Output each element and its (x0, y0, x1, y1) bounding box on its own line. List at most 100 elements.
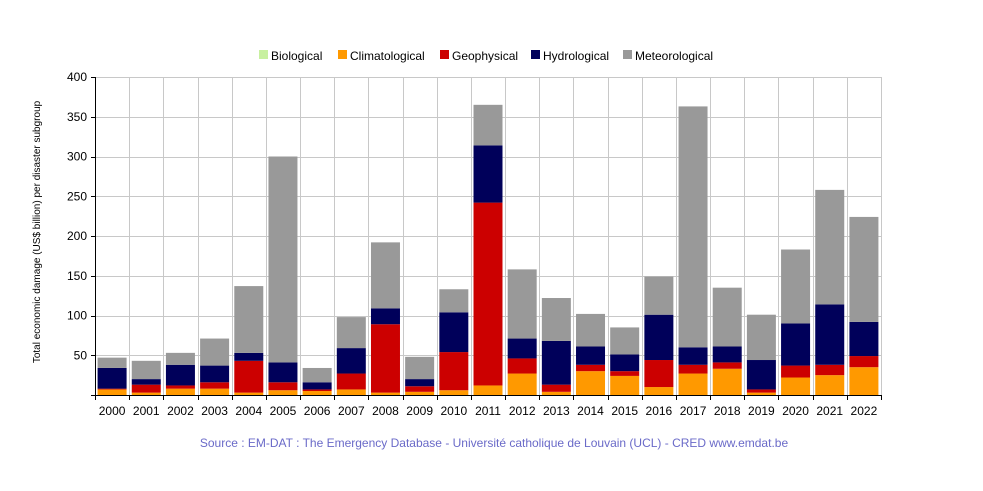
bar-geophysical-2007 (336, 373, 366, 390)
bar-hydrological-2016 (644, 314, 674, 361)
legend-swatch-geophysical (440, 50, 449, 59)
bar-meteorological-2017 (678, 106, 708, 348)
bar-meteorological-2018 (712, 287, 742, 347)
x-tick-label: 2011 (475, 404, 501, 418)
bar-meteorological-2014 (576, 313, 606, 347)
legend-label-meteorological: Meteorological (635, 49, 713, 63)
bar-geophysical-2014 (576, 364, 606, 372)
y-axis-label: Total economic damage (US$ billion) per … (32, 100, 43, 363)
bar-geophysical-2022 (849, 356, 879, 368)
bar-meteorological-2003 (200, 338, 230, 366)
x-tick-label: 2007 (338, 404, 365, 418)
x-tick-label: 2012 (509, 404, 536, 418)
bar-geophysical-2001 (131, 384, 161, 393)
y-tick-label: 400 (67, 70, 87, 84)
x-tick-label: 2005 (270, 404, 297, 418)
bar-meteorological-2001 (131, 360, 161, 380)
y-tick-label: 100 (67, 309, 87, 323)
bar-hydrological-2005 (268, 362, 298, 383)
bar-climatological-2012 (507, 373, 537, 395)
bar-geophysical-2006 (302, 389, 332, 392)
x-tick-label: 2010 (440, 404, 467, 418)
bar-hydrological-2008 (370, 308, 400, 325)
bar-hydrological-2002 (165, 364, 195, 386)
bar-geophysical-2009 (405, 386, 435, 392)
x-tick-label: 2022 (851, 404, 878, 418)
bar-geophysical-2015 (610, 371, 640, 376)
bar-meteorological-2002 (165, 352, 195, 365)
x-tick-label: 2018 (714, 404, 741, 418)
bar-climatological-2008 (370, 392, 400, 395)
bar-hydrological-2012 (507, 338, 537, 359)
bar-hydrological-2019 (746, 360, 776, 390)
bar-hydrological-2001 (131, 379, 161, 385)
y-tick-label: 200 (67, 229, 87, 243)
legend-swatch-hydrological (531, 50, 540, 59)
bar-climatological-2000 (97, 389, 127, 395)
bar-meteorological-2020 (781, 249, 811, 324)
bar-meteorological-2012 (507, 269, 537, 339)
x-tick-label: 2006 (304, 404, 331, 418)
bar-geophysical-2008 (370, 324, 400, 393)
bar-hydrological-2000 (97, 367, 127, 389)
bar-meteorological-2004 (234, 286, 264, 353)
source-note: Source : EM-DAT : The Emergency Database… (200, 436, 789, 450)
bar-meteorological-2021 (815, 189, 845, 305)
y-tick-label: 300 (67, 150, 87, 164)
bar-climatological-2005 (268, 390, 298, 395)
bar-meteorological-2005 (268, 156, 298, 363)
bar-geophysical-2020 (781, 365, 811, 378)
bar-climatological-2013 (541, 391, 571, 395)
bar-climatological-2010 (439, 390, 469, 395)
bar-climatological-2001 (131, 392, 161, 395)
y-tick-label: 50 (74, 348, 88, 362)
x-tick-label: 2008 (372, 404, 399, 418)
bar-hydrological-2006 (302, 382, 332, 390)
bar-hydrological-2003 (200, 365, 230, 383)
bar-climatological-2022 (849, 367, 879, 395)
legend-label-climatological: Climatological (350, 49, 425, 63)
bar-geophysical-2011 (473, 202, 503, 386)
bar-hydrological-2010 (439, 312, 469, 353)
bar-hydrological-2021 (815, 304, 845, 365)
y-tick-label: 250 (67, 189, 87, 203)
bar-climatological-2002 (165, 388, 195, 395)
axes (91, 77, 882, 400)
bar-meteorological-2010 (439, 289, 469, 313)
legend-label-hydrological: Hydrological (543, 49, 609, 63)
bar-geophysical-2004 (234, 360, 264, 393)
bar-geophysical-2012 (507, 358, 537, 374)
legend: Biological Climatological Geophysical Hydro… (259, 49, 713, 63)
bar-climatological-2019 (746, 392, 776, 395)
legend-label-biological: Biological (271, 49, 322, 63)
bar-meteorological-2007 (336, 317, 366, 349)
y-tick-label: 150 (67, 269, 87, 283)
y-tick-label: 350 (67, 110, 87, 124)
x-tick-label: 2020 (782, 404, 809, 418)
bar-geophysical-2013 (541, 384, 571, 392)
bars (97, 104, 879, 395)
x-tick-label: 2001 (133, 404, 160, 418)
bar-hydrological-2015 (610, 354, 640, 372)
bar-hydrological-2011 (473, 145, 503, 203)
x-tick-label: 2017 (680, 404, 707, 418)
legend-swatch-biological (259, 50, 268, 59)
bar-hydrological-2013 (541, 340, 571, 385)
bar-climatological-2004 (234, 392, 264, 395)
bar-geophysical-2002 (165, 385, 195, 389)
bar-hydrological-2009 (405, 379, 435, 387)
bar-climatological-2021 (815, 375, 845, 395)
x-tick-label: 2003 (201, 404, 228, 418)
bar-meteorological-2022 (849, 216, 879, 322)
bar-climatological-2020 (781, 377, 811, 395)
x-tick-label: 2019 (748, 404, 775, 418)
legend-swatch-meteorological (623, 50, 632, 59)
bar-hydrological-2014 (576, 346, 606, 365)
x-tick-label: 2002 (167, 404, 194, 418)
bar-geophysical-2000 (97, 388, 127, 390)
x-tick-label: 2013 (543, 404, 570, 418)
bar-climatological-2006 (302, 391, 332, 395)
bar-climatological-2017 (678, 373, 708, 395)
bar-climatological-2016 (644, 387, 674, 395)
